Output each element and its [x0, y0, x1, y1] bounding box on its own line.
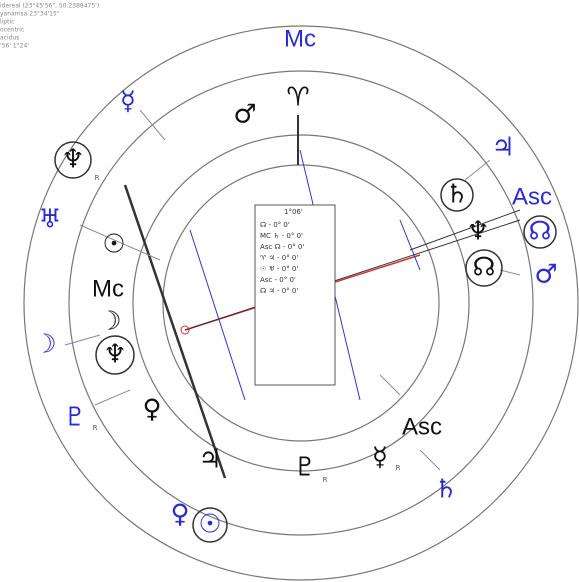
glyph: ♅: [38, 205, 61, 235]
info-line: '56' 1°24': [0, 43, 29, 50]
glyph: ☉: [102, 230, 125, 260]
glyph: ♆: [103, 340, 126, 370]
retro-mark: R: [396, 464, 401, 472]
info-line: idereal (23°45'56", 50.2388475'): [0, 3, 99, 10]
box-row: MC ♄ - 0° 0': [260, 232, 303, 240]
box-row: ☊ ♃ - 0° 0': [260, 287, 298, 295]
aspect-line: [189, 229, 246, 401]
glyph: ♆: [61, 145, 84, 175]
axis-line: [123, 184, 227, 479]
ring: [68, 70, 534, 536]
box-row: Asc - 0° 0': [260, 276, 296, 284]
outer-ring: [23, 25, 579, 581]
outer-glyphs: Mc ☿ ♅ ☽ ♇ R ♃ Asc ☊ ♂ ♄ ♀ ☉: [33, 25, 558, 543]
glyph: ♀: [142, 395, 161, 425]
glyph-ring: [523, 215, 557, 249]
glyph-ring: [440, 178, 474, 212]
glyph: ☊: [472, 253, 495, 283]
retro-mark: R: [323, 476, 328, 484]
box-row: Asc ☊ - 0° 0': [260, 243, 304, 251]
glyph: ☉: [198, 510, 221, 540]
glyph: ♂: [534, 260, 557, 290]
glyph: ♇: [63, 403, 86, 433]
glyph: ☿: [372, 443, 388, 473]
inner-glyphs: ♈ ♂ ♆ R ☉ Mc ☽ ♆ ♀ ♃ ♇ R ☿ R Asc ♄ ♆ ☊: [54, 83, 503, 484]
glyph: Asc: [512, 183, 552, 210]
glyph: ♂: [233, 100, 256, 130]
glyph: Mc: [284, 25, 316, 52]
glyph: ♃: [198, 445, 221, 475]
glyph: ☽: [33, 330, 56, 360]
retro-mark: R: [95, 174, 100, 182]
glyph: ♈: [286, 83, 309, 113]
glyph: ♆: [466, 217, 489, 247]
info-line: acidus: [0, 35, 19, 42]
inner-ring: [162, 164, 440, 442]
pointer: [499, 269, 521, 276]
pointer: [379, 374, 401, 396]
pointer: [94, 389, 131, 406]
pointer: [64, 334, 101, 346]
glyph-ring: [465, 249, 503, 287]
aspect-lines: [64, 109, 521, 479]
origin-dot: [180, 325, 190, 335]
pointer: [464, 159, 491, 181]
pointer: [139, 109, 166, 141]
aspect-box: 1°06' ☊ - 0° 0' MC ♄ - 0° 0' Asc ☊ - 0° …: [254, 204, 336, 386]
info-line: ocentric: [0, 27, 24, 34]
ring: [132, 134, 470, 472]
glyph-ring: [192, 507, 228, 543]
glyph: Asc: [402, 413, 442, 440]
info-line: liptic: [0, 19, 14, 26]
glyph: ♄: [445, 180, 468, 210]
info-block: idereal (23°45'56", 50.2388475') yanamsa…: [0, 3, 99, 50]
glyph: ☿: [120, 87, 136, 117]
glyph-ring: [95, 335, 135, 375]
glyph: ♀: [170, 500, 189, 530]
pointer: [79, 224, 161, 261]
box-frame: [254, 204, 336, 386]
glyph: ♄: [434, 475, 457, 505]
glyph: ☽: [98, 307, 121, 337]
pointer: [419, 449, 441, 471]
aspect-line: [399, 219, 421, 271]
aspect-line: [184, 219, 521, 331]
aspect-line: [409, 209, 521, 251]
box-row: ♈ ♃ - 0° 0': [260, 254, 298, 262]
retro-mark: R: [93, 424, 98, 432]
glyph: Mc: [92, 275, 124, 302]
glyph: ☊: [528, 217, 551, 247]
box-title: 1°06': [284, 208, 303, 216]
box-row: ☉ ♅ - 0° 0': [260, 265, 298, 273]
info-line: yanamsa 23°34'15": [0, 11, 60, 18]
box-row: ☊ - 0° 0': [260, 221, 290, 229]
glyph: ♃: [491, 133, 514, 163]
glyph: ♇: [293, 453, 316, 483]
glyph-ring: [54, 141, 92, 179]
